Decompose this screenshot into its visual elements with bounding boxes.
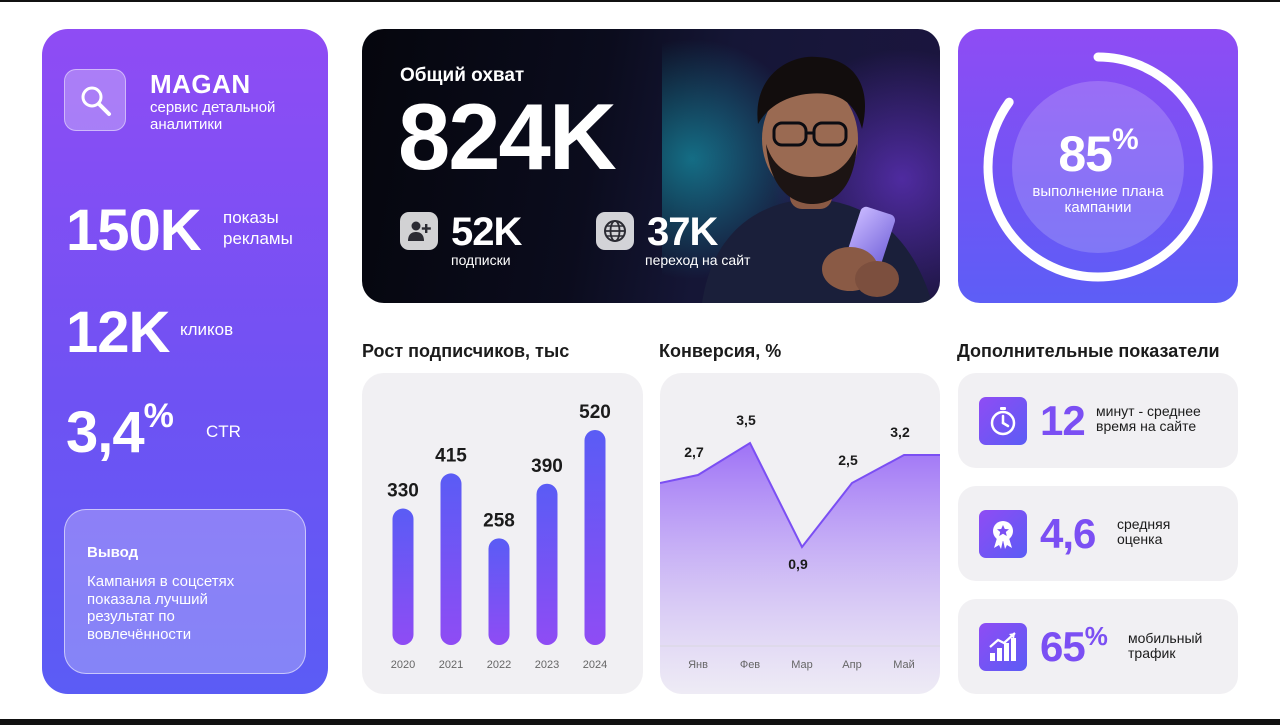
point-value-label: 3,2 — [890, 424, 910, 440]
x-tick-label: Апр — [842, 659, 861, 671]
metric-icon-box — [979, 623, 1027, 671]
conversion-section-title: Конверсия, % — [659, 341, 782, 361]
bar-value-label: 390 — [531, 456, 563, 477]
metric-value: 65% — [1040, 621, 1108, 670]
gauge-value: 85% — [1058, 123, 1138, 182]
metric-card-rating: 4,6 средняя оценка — [958, 486, 1238, 581]
subscriptions-stat-icon-box — [400, 212, 438, 250]
x-tick-label: Фев — [740, 659, 760, 671]
conversion-area-fill — [660, 443, 940, 694]
metric-label: мобильный трафик — [1128, 630, 1203, 661]
reach-title: Общий охват — [400, 65, 525, 86]
kpi-ctr: 3,4% CTR — [66, 397, 241, 466]
bar-value-label: 258 — [483, 510, 515, 531]
metric-card-mobile-traffic: 65% мобильный трафик — [958, 599, 1238, 694]
bar-2022 — [488, 538, 510, 645]
kpi-value: 12K — [66, 300, 170, 365]
point-value-label: 3,5 — [736, 412, 756, 428]
x-tick-label: 2022 — [487, 659, 511, 671]
left-summary-panel: MAGAN сервис детальной аналитики 150K по… — [42, 29, 328, 694]
gauge-label: выполнение плана кампании — [1032, 183, 1164, 216]
subscriber-growth-bar-chart: 330 2020 415 2021 258 2022 390 2023 520 2024 — [387, 402, 611, 671]
x-tick-label: Янв — [688, 659, 708, 671]
bar-2020 — [392, 508, 414, 645]
metric-value: 12 — [1040, 397, 1086, 444]
gauge-inner-circle — [1012, 81, 1184, 253]
metric-card-time-on-site: 12 минут - среднее время на сайте — [958, 373, 1238, 468]
kpi-label: кликов — [180, 320, 234, 339]
growth-section-title: Рост подписчиков, тыс — [362, 341, 570, 361]
point-value-label: 2,5 — [838, 452, 858, 468]
bar-chart-icon — [989, 632, 1016, 661]
bar-2023 — [536, 483, 558, 645]
x-tick-label: Мар — [791, 659, 813, 671]
x-tick-label: 2020 — [391, 659, 415, 671]
stopwatch-icon — [990, 407, 1016, 436]
metric-value: 4,6 — [1040, 510, 1096, 557]
gauge-progress-ring — [983, 52, 1213, 282]
add-user-icon — [408, 221, 431, 241]
conversion-area-chart: 2,7 Янв 3,5 Фев 0,9 Мар 2,5 Апр 3,2 Май — [660, 412, 940, 694]
brand-name: MAGAN — [150, 69, 251, 99]
x-tick-label: 2023 — [535, 659, 559, 671]
summary-title: Вывод — [87, 544, 139, 561]
subscriptions-label: подписки — [451, 252, 511, 268]
conversion-line — [660, 441, 940, 549]
kpi-label: показы рекламы — [223, 208, 293, 248]
subscriber-growth-chart-card: 330 2020 415 2021 258 2022 390 2023 520 2024 — [362, 373, 643, 694]
bar-2024 — [584, 430, 606, 645]
campaign-plan-gauge-card: 85% выполнение плана кампании — [958, 29, 1238, 303]
site-visits-label: переход на сайт — [645, 252, 751, 268]
bar-2021 — [440, 473, 462, 645]
site-visits-stat-icon-box — [596, 212, 634, 250]
reach-value: 824K — [398, 84, 617, 189]
kpi-label: CTR — [206, 422, 241, 441]
metric-icon-box — [979, 397, 1027, 445]
metric-label: средняя оценка — [1117, 516, 1171, 547]
summary-card: Вывод Кампания в соцсетях показала лучши… — [64, 509, 306, 674]
brand-subtitle: сервис детальной аналитики — [150, 99, 276, 133]
kpi-value: 150K — [66, 198, 202, 263]
kpi-clicks: 12K кликов — [66, 299, 233, 366]
x-tick-label: 2024 — [583, 659, 607, 671]
bar-value-label: 415 — [435, 445, 467, 466]
hero-reach-card: Общий охват 824K 52K подписки 37K перехо… — [362, 29, 940, 303]
point-value-label: 0,9 — [788, 556, 808, 572]
person-photo — [662, 39, 940, 303]
brand-logo — [64, 69, 126, 131]
x-tick-label: Май — [893, 659, 915, 671]
conversion-chart-card: 2,7 Янв 3,5 Фев 0,9 Мар 2,5 Апр 3,2 Май — [660, 373, 940, 694]
metric-icon-box — [979, 510, 1027, 558]
bottom-divider — [0, 719, 1280, 725]
subscriptions-value: 52K — [451, 210, 522, 254]
kpi-value: 3,4% — [66, 397, 174, 465]
summary-text: Кампания в соцсетях показала лучший резу… — [87, 573, 235, 643]
kpi-impressions: 150K показы рекламы — [66, 197, 293, 264]
site-visits-value: 37K — [647, 210, 718, 254]
metric-label: минут - среднее время на сайте — [1096, 403, 1201, 434]
search-icon — [81, 86, 111, 116]
bar-value-label: 520 — [579, 402, 611, 423]
x-tick-label: 2021 — [439, 659, 463, 671]
extra-section-title: Дополнительные показатели — [957, 341, 1220, 361]
globe-icon — [604, 220, 626, 242]
award-badge-icon — [993, 521, 1013, 549]
point-value-label: 2,7 — [684, 444, 704, 460]
top-divider — [0, 0, 1280, 2]
bar-value-label: 330 — [387, 481, 419, 502]
